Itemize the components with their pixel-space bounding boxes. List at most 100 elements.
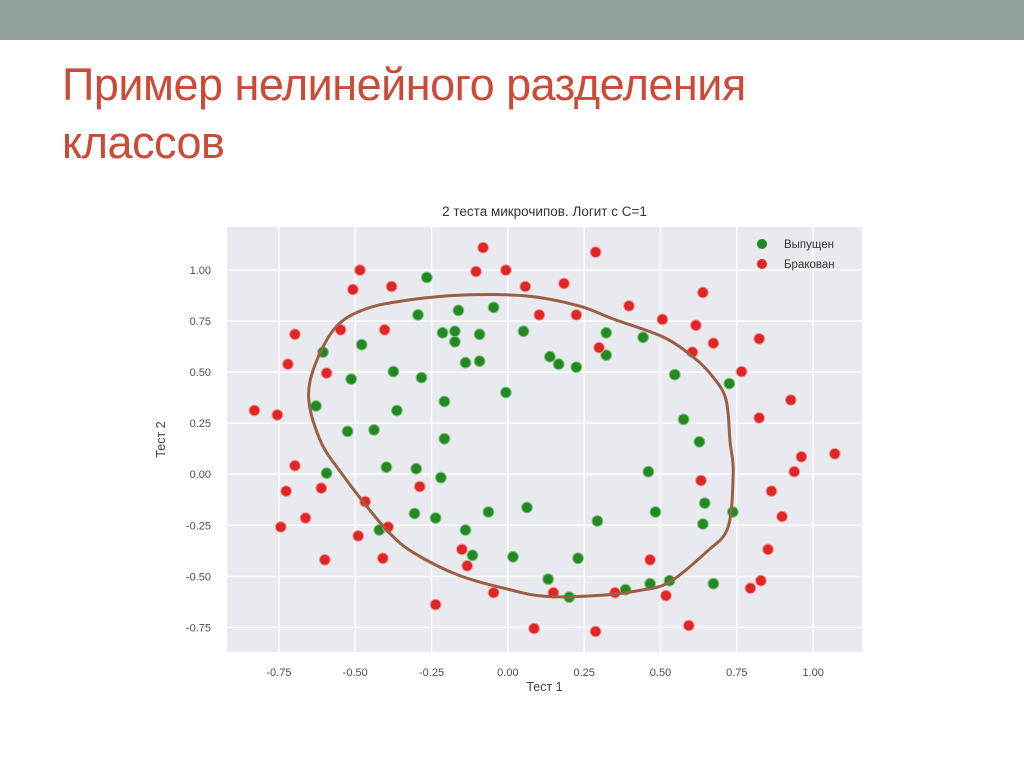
header-bar: [0, 0, 1024, 40]
data-point-rejected: [660, 589, 672, 602]
data-point-rejected: [456, 543, 468, 556]
data-point-released: [723, 377, 736, 390]
data-point-rejected: [753, 412, 766, 424]
data-point-released: [320, 467, 333, 480]
data-point-rejected: [413, 480, 426, 493]
data-point-rejected: [755, 574, 767, 587]
data-point-rejected: [656, 313, 669, 326]
data-point-rejected: [707, 337, 720, 350]
data-point-rejected: [280, 485, 293, 498]
data-point-rejected: [354, 264, 366, 277]
data-point-released: [707, 577, 720, 590]
data-point-released: [355, 338, 368, 351]
data-point-released: [368, 424, 380, 436]
data-point-rejected: [461, 559, 474, 572]
data-point-released: [482, 506, 495, 518]
data-point-rejected: [315, 482, 328, 495]
data-point-rejected: [697, 286, 709, 299]
data-point-released: [544, 350, 556, 363]
data-point-rejected: [248, 404, 261, 417]
data-point-released: [438, 395, 451, 408]
y-tick-label: 0.50: [190, 367, 211, 379]
data-point-released: [600, 349, 613, 362]
data-point-released: [436, 326, 449, 339]
data-point-rejected: [776, 510, 788, 523]
data-point-released: [542, 573, 554, 586]
data-point-rejected: [593, 341, 605, 354]
data-point-rejected: [795, 450, 808, 463]
data-point-rejected: [623, 300, 635, 312]
data-point-released: [459, 356, 472, 369]
y-tick-label: 0.75: [190, 316, 211, 328]
data-point-released: [466, 549, 479, 562]
data-point-released: [345, 373, 358, 386]
data-point-rejected: [378, 323, 391, 336]
data-point-rejected: [762, 543, 774, 556]
data-point-released: [449, 325, 461, 338]
data-point-released: [459, 524, 472, 536]
x-tick-label: 0.25: [573, 667, 594, 679]
y-tick-label: -0.25: [186, 520, 211, 532]
data-point-rejected: [695, 474, 707, 487]
data-point-rejected: [519, 280, 532, 293]
data-point-rejected: [347, 283, 359, 296]
data-point-released: [500, 386, 512, 399]
data-point-rejected: [570, 309, 583, 321]
data-point-released: [649, 506, 662, 518]
data-point-rejected: [765, 485, 778, 498]
data-point-rejected: [274, 521, 287, 533]
data-point-released: [412, 309, 424, 321]
data-point-released: [693, 435, 706, 448]
y-axis-label: Тест 2: [154, 421, 168, 457]
legend-label: Бракован: [784, 259, 835, 271]
data-point-released: [473, 355, 486, 368]
data-point-released: [487, 301, 500, 314]
data-point-rejected: [429, 598, 442, 611]
data-point-released: [391, 404, 403, 417]
y-tick-label: -0.75: [186, 622, 211, 634]
data-point-released: [570, 361, 583, 374]
slide-title-line2: классов: [62, 116, 225, 168]
data-point-released: [310, 400, 322, 412]
data-point-rejected: [735, 365, 748, 378]
data-point-released: [410, 462, 423, 475]
x-tick-label: 0.75: [726, 667, 747, 679]
data-point-released: [387, 365, 400, 378]
x-tick-label: -0.25: [419, 667, 444, 679]
x-tick-label: -0.75: [266, 667, 291, 679]
data-point-released: [408, 507, 421, 520]
data-point-rejected: [690, 319, 702, 332]
data-point-released: [697, 518, 709, 530]
y-tick-label: 1.00: [190, 265, 211, 277]
data-point-rejected: [589, 625, 602, 638]
data-point-rejected: [289, 459, 301, 472]
data-point-released: [438, 432, 451, 445]
data-point-rejected: [784, 394, 797, 406]
legend-label: Выпущен: [784, 239, 834, 251]
y-tick-label: 0.00: [190, 469, 211, 481]
data-point-rejected: [528, 622, 540, 635]
data-point-released: [420, 271, 433, 284]
data-point-released: [591, 515, 604, 527]
x-tick-label: 1.00: [802, 667, 823, 679]
decision-boundary-curve: [307, 293, 735, 599]
data-point-released: [380, 461, 393, 474]
y-tick-label: -0.50: [186, 571, 211, 583]
x-tick-label: -0.50: [343, 667, 368, 679]
data-point-rejected: [533, 309, 546, 321]
data-point-released: [449, 335, 461, 348]
data-point-released: [600, 326, 613, 339]
data-point-released: [473, 328, 486, 341]
data-point-released: [521, 501, 533, 514]
data-point-rejected: [271, 409, 284, 421]
data-point-released: [642, 465, 655, 478]
y-tick-label: 0.25: [190, 418, 211, 430]
data-point-rejected: [385, 280, 398, 293]
data-point-rejected: [753, 332, 766, 345]
data-point-rejected: [558, 277, 570, 290]
x-tick-label: 0.50: [650, 667, 671, 679]
data-point-released: [572, 552, 584, 565]
data-point-rejected: [744, 582, 757, 595]
data-point-released: [507, 550, 519, 563]
